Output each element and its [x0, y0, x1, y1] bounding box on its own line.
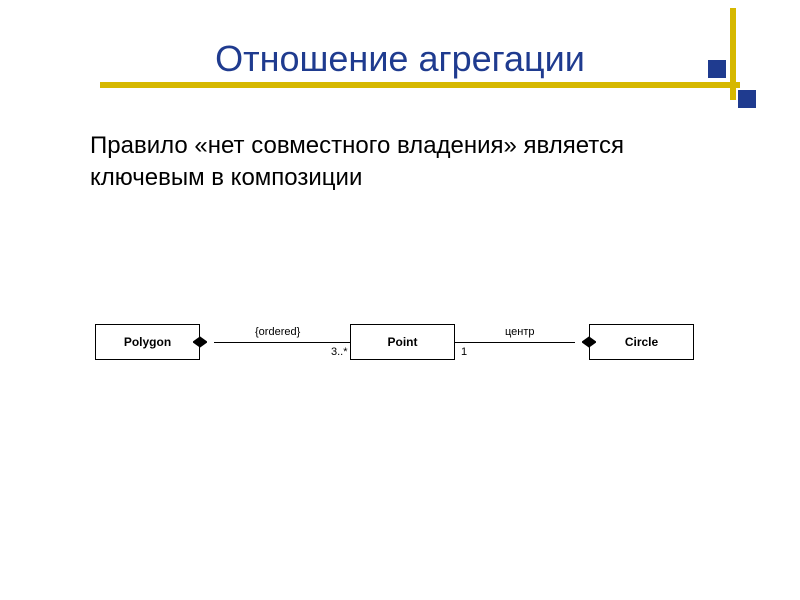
uml-class-circle: Circle: [589, 324, 694, 360]
decor-square-2: [738, 90, 756, 108]
edge-circle-point: [455, 342, 575, 343]
multiplicity-label: 3..*: [331, 346, 348, 358]
decor-bar-horizontal: [100, 82, 740, 88]
subtitle-text: Правило «нет совместного владения» являе…: [90, 130, 690, 195]
diamond-icon: [193, 335, 207, 349]
page-title: Отношение агрегации: [0, 38, 800, 80]
edge-polygon-point: [214, 342, 350, 343]
uml-diagram: Polygon Point Circle {ordered} 3..* центр 1: [95, 300, 715, 400]
title-text: Отношение агрегации: [215, 38, 585, 79]
diamond-icon: [582, 335, 596, 349]
multiplicity-label: 1: [461, 346, 467, 358]
edge-label: {ordered}: [255, 326, 300, 338]
uml-class-point: Point: [350, 324, 455, 360]
edge-label: центр: [505, 326, 535, 338]
uml-class-polygon: Polygon: [95, 324, 200, 360]
